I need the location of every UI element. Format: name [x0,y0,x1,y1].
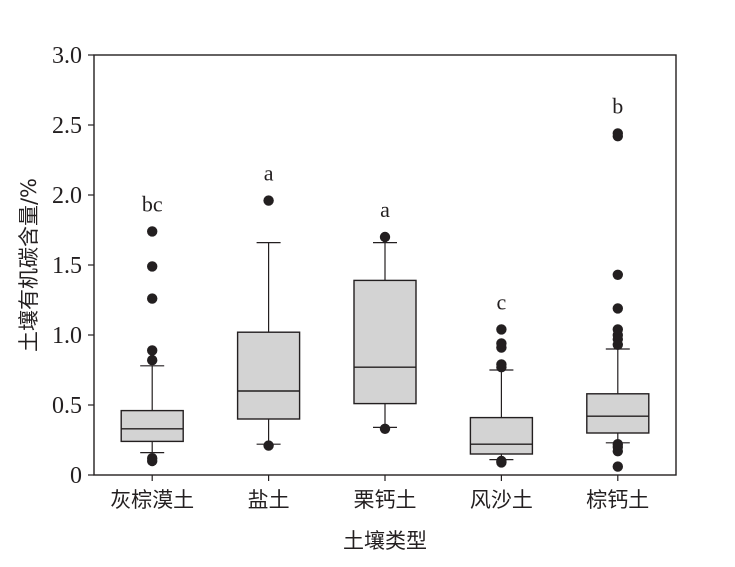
plot-frame [93,54,677,476]
box-group: c [469,289,534,468]
significance-label: c [497,289,507,314]
x-tick-label: 风沙土 [470,488,533,512]
y-tick-label: 1.0 [52,323,82,349]
x-tick-label: 棕钙土 [586,488,649,512]
outlier-point [147,261,158,272]
x-tick-label: 栗钙土 [354,488,417,512]
outlier-point [147,453,158,464]
significance-label: a [380,197,390,222]
x-tick-label: 灰棕漠土 [110,488,194,512]
iqr-box [586,393,650,434]
y-axis-title: 土壤有机碳含量/% [17,178,41,352]
significance-label: b [612,93,623,118]
box-group: b [586,93,650,472]
y-tick-label: 1.5 [52,253,82,279]
iqr-box [469,416,534,455]
outlier-point [612,303,623,314]
significance-label: a [264,161,274,186]
x-tick-label: 盐土 [248,488,290,512]
y-tick-label: 0.5 [52,393,82,419]
outlier-point [496,338,507,349]
outlier-point [147,355,158,366]
outlier-point [379,423,391,434]
outlier-point [263,195,274,206]
outlier-point [612,269,623,280]
outlier-point [147,345,158,356]
x-axis: 灰棕漠土 盐土 栗钙土 风沙土 棕钙土 [110,475,649,512]
outlier-point [496,324,507,335]
outlier-point [496,359,507,370]
iqr-box [236,331,301,420]
outlier-point [147,226,158,237]
outlier-point [612,461,623,472]
outlier-point [612,439,623,450]
y-axis: 0 0.5 1.0 1.5 2.0 2.5 3.0 [52,43,94,489]
box-group: a [236,161,301,451]
outlier-point [612,128,623,139]
y-tick-label: 2.0 [52,183,82,209]
outlier-point [496,455,507,467]
outlier-point [379,231,391,243]
outlier-point [612,324,623,335]
x-axis-title: 土壤类型 [343,529,427,553]
box-group: bc [120,191,184,467]
iqr-box [120,409,184,443]
outlier-point [263,440,274,451]
y-tick-label: 2.5 [52,113,82,139]
outlier-point [147,293,158,304]
box-series: bc a a c b [120,93,650,472]
significance-label: bc [142,191,163,216]
y-tick-label: 3.0 [52,43,82,69]
iqr-box [353,279,417,405]
y-tick-label: 0 [70,463,82,489]
box-group: a [353,197,417,434]
